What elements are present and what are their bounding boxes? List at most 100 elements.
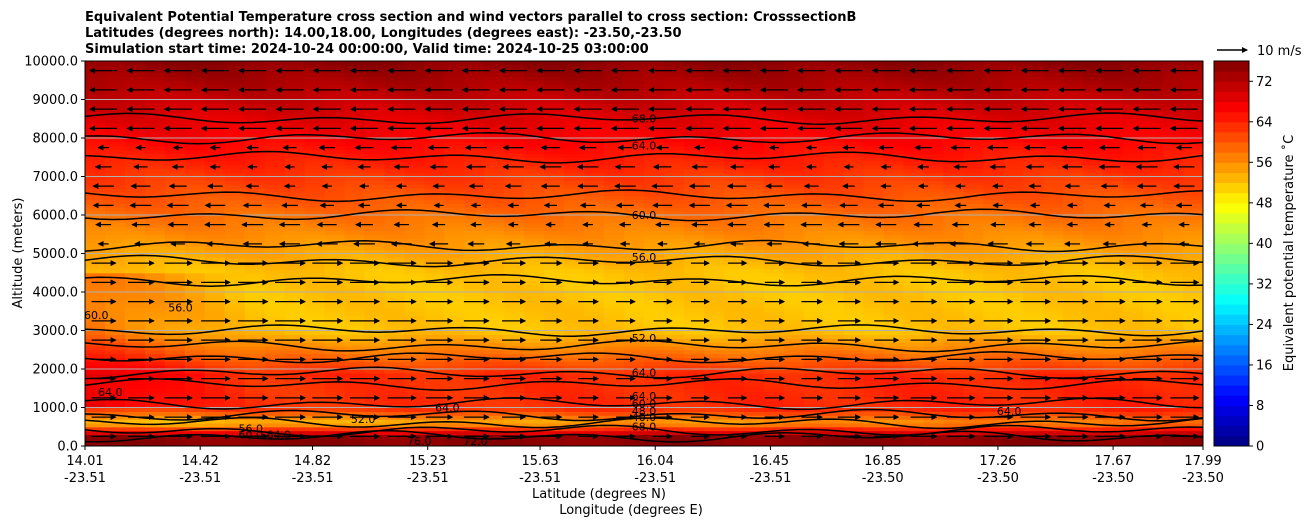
theta-e-cell bbox=[364, 211, 386, 216]
theta-e-cell bbox=[104, 114, 126, 120]
theta-e-cell bbox=[963, 164, 984, 170]
theta-e-cell bbox=[184, 234, 206, 239]
theta-e-cell bbox=[404, 145, 425, 151]
theta-e-cell bbox=[883, 330, 905, 335]
theta-e-cell bbox=[85, 161, 106, 166]
theta-e-cell bbox=[184, 76, 206, 81]
theta-e-cell bbox=[484, 411, 505, 416]
theta-e-cell bbox=[464, 180, 485, 185]
theta-e-cell bbox=[604, 203, 625, 208]
theta-e-cell bbox=[1063, 276, 1084, 282]
theta-e-cell bbox=[943, 245, 965, 251]
theta-e-cell bbox=[1063, 95, 1084, 101]
theta-e-cell bbox=[803, 226, 825, 231]
theta-e-cell bbox=[743, 276, 765, 282]
theta-e-cell bbox=[124, 342, 146, 347]
theta-e-cell bbox=[85, 284, 106, 289]
theta-e-cell bbox=[184, 345, 206, 351]
theta-e-cell bbox=[883, 288, 905, 293]
theta-e-cell bbox=[1003, 122, 1024, 128]
theta-e-cell bbox=[184, 126, 206, 131]
theta-e-cell bbox=[304, 95, 326, 101]
theta-e-cell bbox=[624, 191, 645, 197]
theta-e-cell bbox=[663, 161, 685, 166]
theta-e-cell bbox=[604, 191, 625, 197]
theta-e-cell bbox=[1023, 191, 1044, 197]
theta-e-cell bbox=[604, 295, 625, 301]
theta-e-cell bbox=[723, 245, 745, 251]
theta-e-cell bbox=[763, 199, 785, 205]
theta-e-cell bbox=[624, 176, 645, 181]
theta-e-cell bbox=[743, 141, 765, 147]
theta-e-cell bbox=[224, 399, 246, 405]
theta-e-cell bbox=[763, 253, 785, 258]
theta-e-cell bbox=[1023, 64, 1044, 70]
theta-e-cell bbox=[823, 164, 845, 170]
theta-e-cell bbox=[344, 184, 366, 189]
theta-e-cell bbox=[184, 361, 206, 366]
theta-e-cell bbox=[444, 272, 465, 278]
theta-e-cell bbox=[763, 111, 785, 116]
theta-e-cell bbox=[324, 422, 346, 428]
theta-e-cell bbox=[364, 268, 386, 274]
theta-e-cell bbox=[624, 407, 645, 412]
theta-e-cell bbox=[85, 322, 106, 328]
theta-e-cell bbox=[284, 430, 306, 436]
theta-e-cell bbox=[104, 153, 126, 158]
theta-e-cell bbox=[184, 430, 206, 436]
theta-e-cell bbox=[963, 134, 984, 139]
theta-e-cell bbox=[544, 411, 565, 416]
theta-e-cell bbox=[803, 153, 825, 158]
theta-e-cell bbox=[663, 369, 685, 374]
theta-e-cell bbox=[963, 326, 984, 332]
theta-e-cell bbox=[524, 95, 545, 101]
theta-e-cell bbox=[983, 153, 1004, 158]
theta-e-cell bbox=[484, 161, 505, 166]
theta-e-cell bbox=[364, 315, 386, 320]
theta-e-cell bbox=[863, 153, 885, 158]
theta-e-cell bbox=[504, 149, 525, 154]
theta-e-cell bbox=[164, 407, 186, 412]
theta-e-cell bbox=[404, 76, 425, 81]
theta-e-cell bbox=[763, 230, 785, 235]
theta-e-cell bbox=[344, 311, 366, 316]
theta-e-cell bbox=[244, 334, 266, 339]
theta-e-cell bbox=[464, 345, 485, 351]
theta-e-cell bbox=[124, 392, 146, 397]
theta-e-cell bbox=[943, 188, 965, 193]
theta-e-cell bbox=[364, 188, 386, 193]
theta-e-cell bbox=[883, 388, 905, 393]
theta-e-cell bbox=[624, 141, 645, 147]
theta-e-cell bbox=[763, 245, 785, 251]
theta-e-cell bbox=[564, 245, 585, 251]
theta-e-cell bbox=[683, 188, 705, 193]
theta-e-cell bbox=[204, 226, 226, 231]
theta-e-cell bbox=[204, 411, 226, 416]
theta-e-cell bbox=[1003, 61, 1024, 66]
theta-e-cell bbox=[703, 134, 725, 139]
theta-e-cell bbox=[624, 64, 645, 70]
theta-e-cell bbox=[264, 172, 286, 178]
theta-e-cell bbox=[124, 353, 146, 359]
theta-e-cell bbox=[883, 122, 905, 128]
theta-e-cell bbox=[823, 345, 845, 351]
theta-e-cell bbox=[1003, 111, 1024, 116]
theta-e-cell bbox=[644, 392, 665, 397]
theta-e-cell bbox=[763, 84, 785, 89]
theta-e-cell bbox=[524, 311, 545, 316]
theta-e-cell bbox=[104, 326, 126, 332]
theta-e-cell bbox=[404, 80, 425, 85]
theta-e-cell bbox=[783, 268, 805, 274]
theta-e-cell bbox=[264, 369, 286, 374]
theta-e-cell bbox=[803, 311, 825, 316]
theta-e-cell bbox=[564, 318, 585, 324]
theta-e-cell bbox=[464, 392, 485, 397]
theta-e-cell bbox=[663, 164, 685, 170]
theta-e-cell bbox=[304, 168, 326, 174]
theta-e-cell bbox=[963, 272, 984, 278]
theta-e-cell bbox=[703, 419, 725, 424]
theta-e-cell bbox=[564, 172, 585, 178]
theta-e-cell bbox=[544, 272, 565, 278]
theta-e-cell bbox=[863, 184, 885, 189]
theta-e-cell bbox=[923, 315, 945, 320]
